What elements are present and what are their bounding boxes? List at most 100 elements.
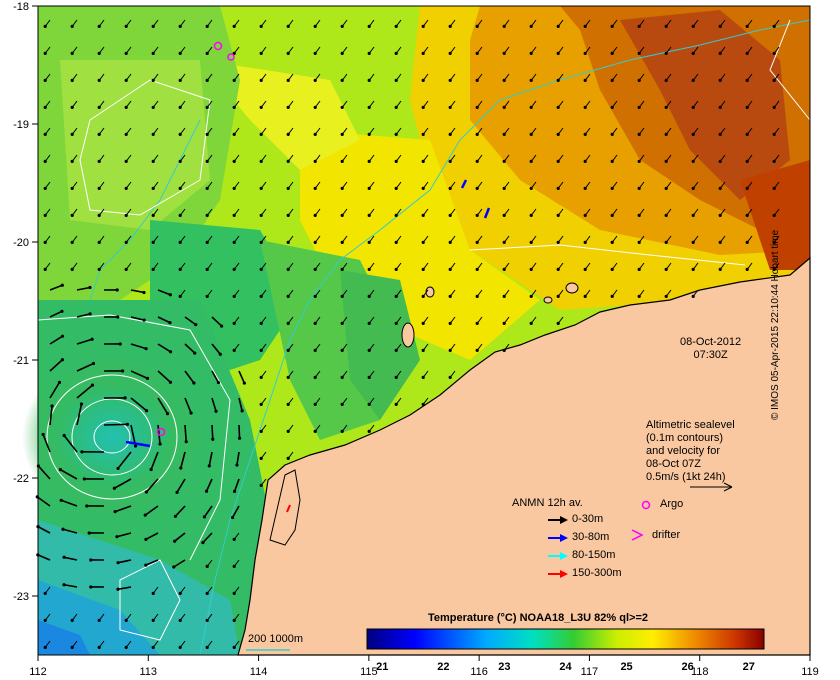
velocity-arrowhead [286, 105, 290, 109]
velocity-arrowhead [394, 24, 398, 28]
velocity-arrowhead [529, 132, 533, 136]
lon-tick-label: 116 [470, 666, 488, 678]
velocity-arrowhead [421, 294, 425, 298]
velocity-arrowhead [286, 213, 290, 217]
velocity-arrowhead [144, 537, 148, 541]
velocity-arrowhead [205, 186, 209, 190]
velocity-arrowhead [502, 186, 506, 190]
velocity-arrowhead [124, 186, 128, 190]
lat-tick-label: -23 [13, 591, 29, 603]
velocity-arrowhead [664, 159, 668, 163]
velocity-arrowhead [124, 267, 128, 271]
velocity-arrowhead [394, 51, 398, 56]
lat-tick-label: -22 [13, 473, 29, 485]
velocity-arrowhead [313, 132, 317, 136]
velocity-arrowhead [59, 498, 63, 502]
velocity-arrowhead [144, 563, 148, 567]
velocity-arrowhead [664, 213, 668, 217]
velocity-arrowhead [178, 186, 182, 190]
velocity-arrowhead [207, 464, 211, 468]
velocity-arrowhead [556, 159, 560, 163]
velocity-arrowhead [286, 240, 290, 244]
velocity-arrow [117, 451, 132, 469]
lon-tick-label: 112 [29, 666, 47, 678]
velocity-arrowhead [259, 456, 263, 460]
latitude-axis: -18 -19 -20 -21 -22 -23 [13, 1, 38, 603]
velocity-arrow [63, 435, 78, 453]
velocity-arrowhead [529, 240, 533, 244]
velocity-arrowhead [340, 105, 344, 109]
velocity-arrowhead [259, 348, 263, 352]
velocity-arrowhead [259, 375, 263, 379]
velocity-arrowhead [43, 186, 47, 190]
velocity-arrowhead [394, 267, 398, 271]
velocity-arrowhead [745, 213, 749, 217]
velocity-arrowhead [340, 24, 344, 28]
lon-tick-label: 114 [250, 666, 268, 678]
velocity-arrowhead [286, 267, 290, 271]
velocity-arrowhead [772, 267, 776, 271]
velocity-arrowhead [772, 159, 776, 163]
velocity-arrowhead [448, 348, 452, 352]
velocity-arrowhead [448, 159, 452, 163]
velocity-arrowhead [125, 422, 130, 426]
velocity-arrowhead [664, 186, 668, 190]
velocity-arrowhead [583, 51, 587, 56]
velocity-arrowhead [448, 105, 452, 109]
drifter-legend-symbol [631, 529, 644, 541]
velocity-arrow [37, 525, 51, 534]
velocity-arrowhead [41, 432, 45, 437]
velocity-arrowhead [201, 540, 205, 545]
velocity-arrowhead [178, 618, 182, 623]
velocity-arrow [238, 397, 243, 412]
velocity-arrowhead [313, 294, 317, 298]
velocity-arrowhead [556, 24, 560, 28]
velocity-arrowhead [718, 267, 722, 271]
colorbar-tick-label: 21 [376, 661, 388, 673]
velocity-arrowhead [556, 294, 560, 298]
velocity-arrowhead [216, 380, 221, 385]
velocity-arrowhead [556, 78, 560, 82]
velocity-arrow [205, 478, 213, 492]
velocity-arrowhead [70, 78, 74, 82]
velocity-arrow [150, 451, 159, 470]
velocity-arrowhead [772, 105, 776, 109]
velocity-arrowhead [219, 324, 224, 328]
velocity-arrowhead [529, 159, 533, 163]
velocity-arrowhead [340, 429, 344, 433]
velocity-arrowhead [165, 412, 170, 416]
velocity-arrowhead [70, 618, 74, 623]
velocity-arrowhead [259, 24, 263, 28]
velocity-arrowhead [286, 456, 290, 460]
cape-peninsula [269, 469, 301, 546]
velocity-arrowhead [259, 483, 263, 487]
velocity-arrowhead [556, 105, 560, 109]
velocity-arrowhead [718, 240, 722, 244]
velocity-arrowhead [85, 504, 89, 508]
velocity-arrowhead [529, 321, 533, 325]
velocity-arrowhead [637, 267, 641, 271]
velocity-arrowhead [204, 489, 209, 493]
velocity-arrowhead [421, 186, 425, 190]
velocity-arrowhead [232, 24, 236, 28]
velocity-arrow [76, 338, 93, 345]
velocity-arrowhead [718, 159, 722, 163]
velocity-arrowhead [168, 350, 173, 354]
velocity-arrow [145, 478, 159, 493]
velocity-arrowhead [583, 105, 587, 109]
velocity-arrowhead [610, 24, 614, 28]
velocity-arrowhead [237, 436, 242, 440]
velocity-arrowhead [610, 186, 614, 190]
velocity-arrowhead [340, 321, 344, 325]
velocity-arrowhead [583, 24, 587, 28]
velocity-arrowhead [173, 514, 178, 518]
velocity-arrowhead [340, 348, 344, 352]
velocity-arrowhead [151, 78, 155, 82]
velocity-arrow [117, 559, 132, 564]
velocity-arrow [174, 505, 186, 517]
velocity-arrow [130, 397, 148, 412]
velocity-arrowhead [62, 583, 66, 587]
velocity-arrowhead [367, 294, 371, 298]
velocity-arrowhead [745, 132, 749, 136]
velocity-arrowhead [475, 105, 479, 109]
